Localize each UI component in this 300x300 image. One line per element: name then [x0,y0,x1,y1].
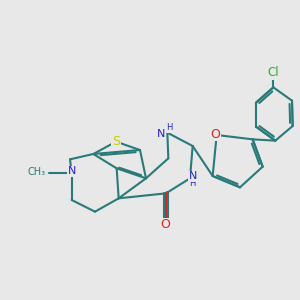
Text: O: O [160,218,170,232]
Text: Cl: Cl [268,67,279,80]
Text: N: N [189,171,197,181]
Text: N: N [68,166,76,176]
Text: H: H [166,123,172,132]
Text: O: O [211,128,220,140]
Text: H: H [189,179,195,188]
Text: S: S [112,135,120,148]
Text: N: N [157,129,165,139]
Text: CH₃: CH₃ [27,167,45,177]
